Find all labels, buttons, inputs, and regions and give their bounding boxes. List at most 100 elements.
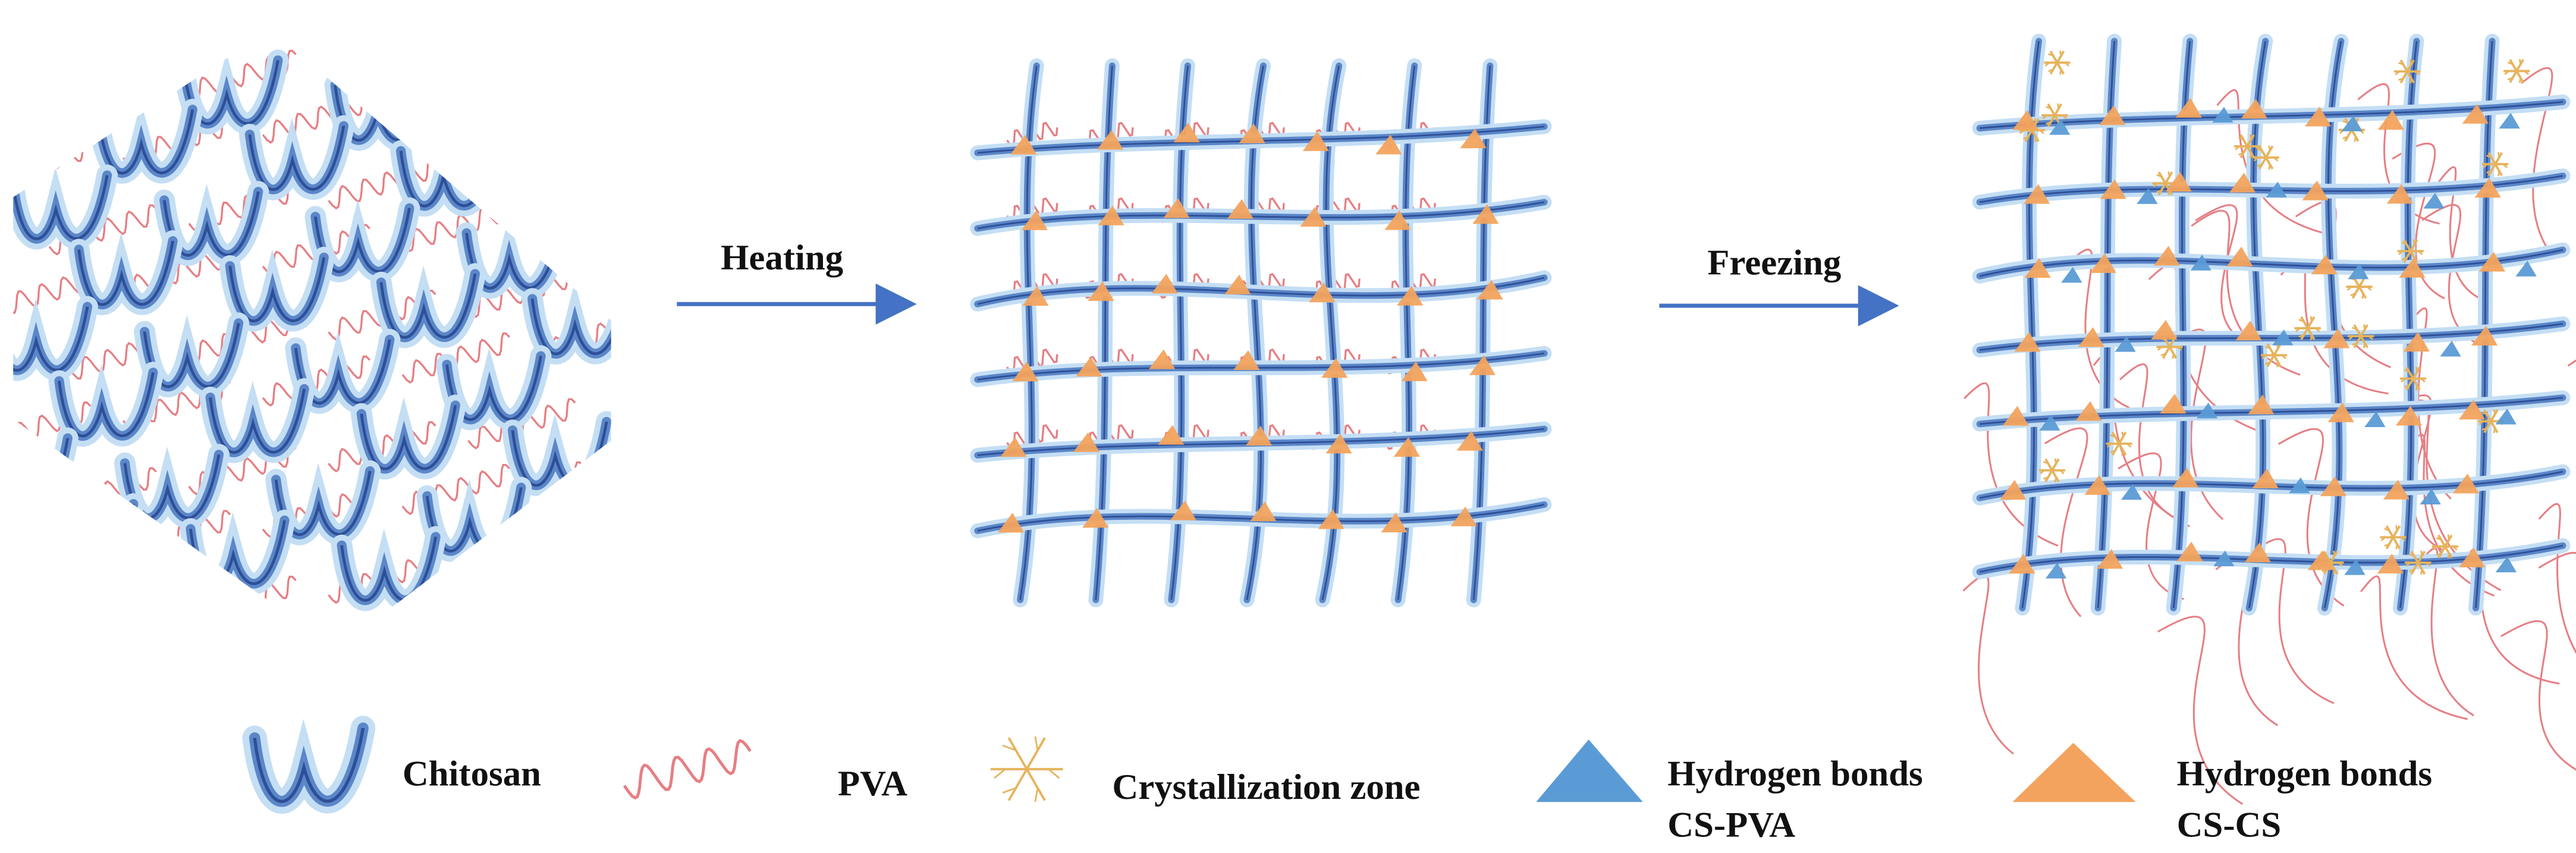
- bond-triangle: [2495, 556, 2517, 573]
- bond-triangle: [1460, 128, 1487, 149]
- bond-triangle: [2175, 98, 2202, 118]
- bond-triangle: [2383, 479, 2409, 500]
- chitosan-core: [31, 43, 128, 109]
- chitosan-core: [209, 388, 306, 454]
- bond-triangle: [1173, 123, 1200, 143]
- pva-chain: [2408, 307, 2452, 500]
- snowflake-tick: [2273, 156, 2279, 162]
- snowflake-tick: [2433, 545, 2438, 551]
- bond-triangle: [2024, 258, 2051, 278]
- chitosan-core: [491, 553, 589, 619]
- snowflake-tick: [2043, 460, 2049, 465]
- snowflake-tick: [2064, 62, 2070, 67]
- chitosan-chain: [28, 39, 132, 112]
- bond-triangle: [2341, 115, 2363, 131]
- bond-triangle: [2399, 258, 2426, 278]
- bond-triangle: [1021, 210, 1048, 230]
- bond-triangle: [1325, 434, 1352, 454]
- snowflake-tick: [2039, 129, 2044, 134]
- bond-triangle: [2302, 180, 2329, 200]
- snowflake-tick: [2250, 134, 2253, 140]
- mixture-panel: [13, 0, 611, 650]
- pva-chain: [13, 269, 92, 322]
- chitosan-core: [97, 109, 194, 175]
- snowflake-tick: [2268, 164, 2271, 170]
- snowflake-tick: [994, 768, 1006, 779]
- bond-triangle: [2395, 406, 2423, 426]
- snowflake-tick: [2436, 537, 2442, 541]
- snowflake-tick: [2264, 361, 2271, 365]
- snowflake-tick: [2415, 385, 2418, 391]
- bond-triangle: [2084, 475, 2111, 495]
- pva-chain: [401, 69, 510, 121]
- chitosan-core: [253, 727, 365, 803]
- bond-triangle: [2009, 554, 2035, 574]
- chitosan-core: [228, 257, 326, 322]
- pva-chain: [2360, 575, 2468, 720]
- pva-chain: [467, 398, 576, 450]
- snowflake-tick: [2409, 569, 2415, 572]
- bond-triangle: [2499, 112, 2520, 129]
- snowflake-tick: [2420, 378, 2426, 383]
- bond-triangle: [2039, 415, 2060, 431]
- bond-triangle: [2172, 468, 2199, 488]
- bond-triangle: [2377, 109, 2404, 130]
- pva-chain: [2437, 166, 2492, 304]
- snowflake-tick: [2022, 136, 2028, 140]
- bond-triangle: [1227, 199, 1254, 219]
- legend-label: Chitosan: [403, 754, 541, 794]
- snowflake-tick: [2395, 71, 2400, 76]
- snowflake-tick: [1048, 768, 1060, 779]
- pva-chain: [263, 0, 370, 11]
- snowflake-tick: [2238, 137, 2244, 140]
- snowflake-tick: [2048, 68, 2054, 73]
- snowflake-tick: [2400, 537, 2406, 541]
- chitosan-core: [2248, 40, 2267, 609]
- bond-triangle: [2045, 563, 2067, 579]
- snowflake-tick: [2452, 545, 2458, 551]
- bond-triangle: [2190, 255, 2211, 271]
- pva-chain: [401, 332, 510, 384]
- snowflake-tick: [2156, 189, 2162, 193]
- chitosan-chain: [547, 153, 611, 227]
- bond-triangle: [2403, 331, 2430, 352]
- bond-triangle: [1450, 506, 1477, 526]
- legend: [242, 716, 2136, 814]
- legend-label: Hydrogen bonds: [2177, 754, 2432, 794]
- snowflake-tick: [2062, 114, 2068, 120]
- chitosan-halo: [22, 33, 138, 118]
- pva-chain: [328, 158, 436, 210]
- legend-label: PVA: [838, 764, 907, 804]
- chitosan-halo: [13, 427, 78, 513]
- snowflake-tick: [2481, 412, 2487, 415]
- snowflake-tick: [2157, 346, 2163, 351]
- pva-chain: [2277, 428, 2345, 607]
- bond-triangle: [1381, 512, 1408, 532]
- pva-chain: [467, 135, 576, 187]
- snowflake-tick: [2401, 378, 2406, 383]
- snowflake-tick: [2478, 421, 2484, 425]
- snowflake-tick: [2348, 335, 2354, 340]
- bond-triangle: [2023, 184, 2050, 204]
- bond-triangle: [2160, 393, 2187, 414]
- frozen-network-panel: [1962, 33, 2576, 805]
- snowflake-tick: [2395, 544, 2398, 550]
- bond-triangle: [2348, 263, 2369, 280]
- chitosan-core: [379, 273, 477, 339]
- bond-triangle: [1022, 286, 1049, 306]
- snowflake-tick: [2420, 569, 2423, 575]
- pva-chain: [262, 355, 371, 407]
- snowflake-tick: [2498, 152, 2500, 158]
- pva-chain: [2538, 551, 2576, 569]
- bond-triangle: [2213, 550, 2235, 567]
- snowflake-tick: [2507, 61, 2513, 65]
- snowflake-tick: [2253, 156, 2259, 162]
- pva-chain: [13, 138, 92, 190]
- snowflake-tick: [2048, 53, 2054, 57]
- bond-triangle: [2212, 106, 2233, 123]
- bond-triangle: [2304, 106, 2332, 127]
- pva-chain: [467, 529, 576, 581]
- bond-triangle: [2090, 253, 2116, 273]
